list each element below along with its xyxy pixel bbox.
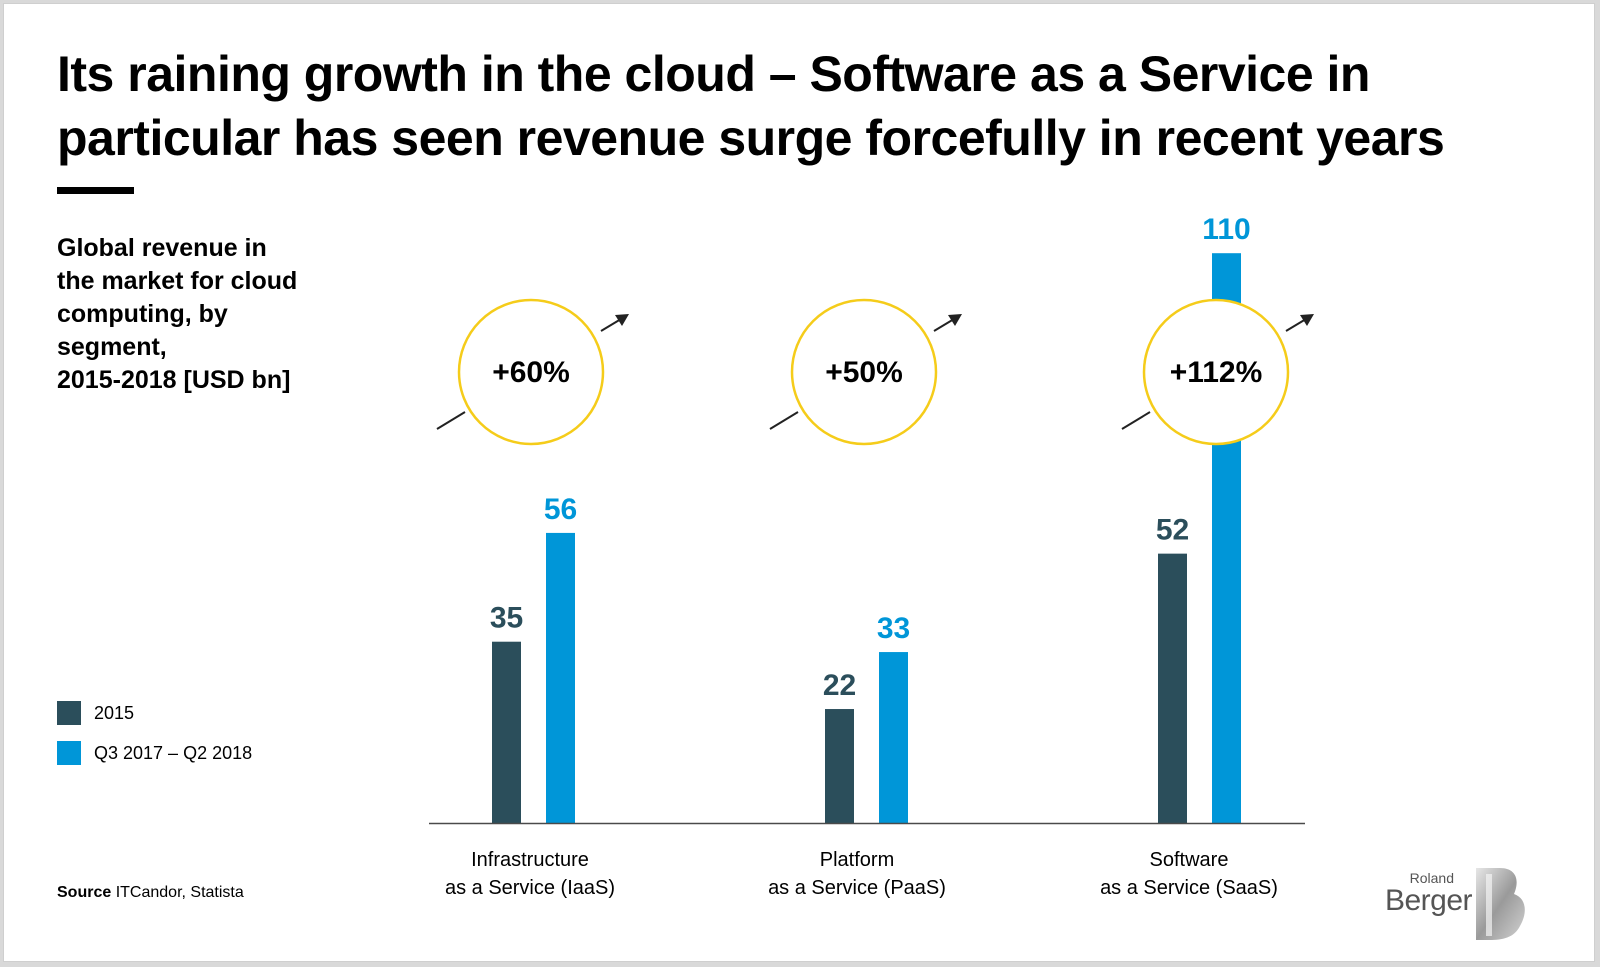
chart-legend: 2015 Q3 2017 – Q2 2018 [57,701,252,781]
bar [546,532,575,823]
subtitle-line: Global revenue in [57,234,267,262]
slide: Its raining growth in the cloud – Softwa… [3,3,1595,962]
growth-arrow-tail [769,411,799,430]
title-line-2: particular has seen revenue surge forcef… [57,110,1445,166]
title-underline [57,187,134,194]
growth-label: +112% [1170,356,1263,389]
growth-arrow-tail [1121,411,1151,430]
page-title: Its raining growth in the cloud – Softwa… [57,42,1537,170]
roland-berger-logo: Roland Berger [1382,868,1532,946]
bar [1158,553,1187,823]
logo-text-large: Berger [1384,884,1473,917]
x-tick-label: Platform [820,849,894,871]
x-tick-label: Infrastructure [471,849,589,871]
growth-arrow-shaft [600,318,622,332]
x-tick-label: Software [1150,849,1229,871]
growth-label: +50% [825,356,903,389]
data-label: 22 [823,669,856,702]
growth-label: +60% [492,356,570,389]
legend-label: 2015 [94,702,135,723]
legend-label: Q3 2017 – Q2 2018 [94,742,253,763]
data-label: 35 [490,602,523,635]
x-tick-label: as a Service (PaaS) [768,877,946,899]
growth-arrow-head-icon [1300,314,1314,326]
growth-circle [790,298,938,446]
title-line-1: Its raining growth in the cloud – Softwa… [57,46,1370,102]
legend-item-2017-2018: Q3 2017 – Q2 2018 [57,741,252,765]
data-label: 56 [544,493,577,526]
logo-text-small: Roland [1409,870,1454,886]
legend-swatch [57,701,81,725]
bar [825,709,854,823]
chart-subtitle: Global revenue in the market for cloud c… [57,232,337,397]
subtitle-line: 2015-2018 [USD bn] [57,366,291,394]
x-tick-label: as a Service (IaaS) [445,877,615,899]
source-text: ITCandor, Statista [115,884,244,901]
growth-circle [1142,298,1290,446]
growth-arrow-tail [436,411,466,430]
source-label: Source [57,884,112,901]
growth-arrow-head-icon [615,314,629,326]
subtitle-line: computing, by [57,300,228,328]
subtitle-line: segment, [57,333,167,361]
growth-arrow-shaft [933,318,955,332]
subtitle-line: the market for cloud [57,267,298,295]
growth-arrow-shaft [1285,318,1307,332]
legend-item-2015: 2015 [57,701,252,725]
logo-b-mark-icon [1476,868,1525,940]
bar [879,652,908,823]
data-label: 33 [877,612,910,645]
growth-arrow-head-icon [948,314,962,326]
data-label: 110 [1202,213,1250,246]
bar [492,641,521,823]
x-tick-label: as a Service (SaaS) [1100,877,1278,899]
data-label: 52 [1156,514,1189,547]
source-note: Source ITCandor, Statista [57,884,244,902]
growth-circle [457,298,605,446]
legend-swatch [57,741,81,765]
